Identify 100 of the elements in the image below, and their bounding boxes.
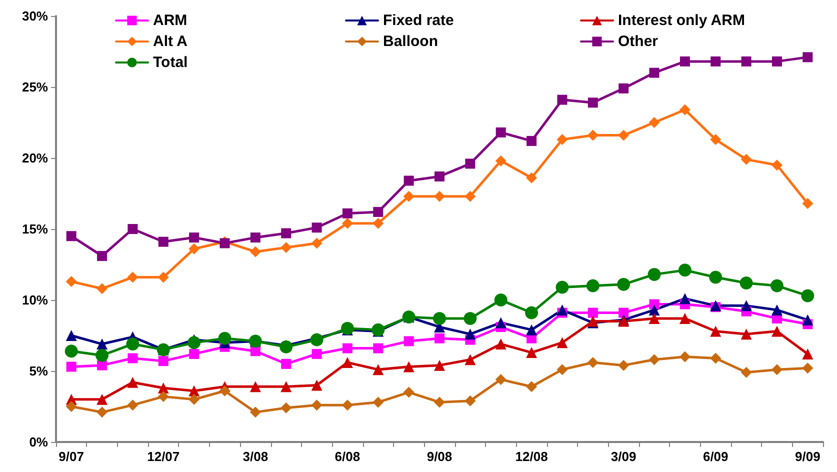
point bbox=[710, 56, 721, 66]
point bbox=[649, 68, 660, 78]
point bbox=[802, 362, 814, 374]
point bbox=[740, 328, 752, 340]
point bbox=[250, 406, 261, 418]
point bbox=[127, 376, 138, 388]
x-tick-label: 12/08 bbox=[515, 449, 548, 464]
point bbox=[526, 381, 538, 392]
point bbox=[128, 353, 138, 364]
point bbox=[404, 176, 414, 186]
point bbox=[526, 324, 538, 336]
point bbox=[678, 264, 692, 277]
point bbox=[342, 343, 352, 354]
point bbox=[802, 52, 813, 62]
point bbox=[771, 326, 782, 337]
point bbox=[128, 224, 138, 234]
point bbox=[188, 243, 200, 254]
point bbox=[280, 381, 292, 392]
point bbox=[557, 94, 568, 105]
point bbox=[66, 276, 77, 288]
point bbox=[740, 154, 752, 165]
point bbox=[250, 232, 260, 243]
point bbox=[96, 283, 108, 294]
point bbox=[342, 218, 353, 229]
point bbox=[250, 346, 260, 356]
point bbox=[648, 312, 660, 324]
point bbox=[679, 351, 690, 362]
point bbox=[710, 326, 722, 337]
y-tick-label: 20% bbox=[22, 150, 48, 166]
point bbox=[525, 306, 538, 320]
point bbox=[802, 314, 814, 326]
point bbox=[312, 348, 322, 359]
legend-label: Balloon bbox=[383, 33, 438, 50]
point bbox=[618, 83, 629, 94]
point bbox=[66, 231, 76, 242]
point bbox=[66, 330, 77, 341]
point bbox=[771, 304, 782, 316]
x-tick-label: 9/09 bbox=[795, 449, 820, 464]
point bbox=[526, 347, 538, 358]
point bbox=[434, 360, 445, 371]
point bbox=[464, 328, 476, 340]
point bbox=[464, 190, 476, 202]
point bbox=[556, 280, 569, 294]
point bbox=[556, 364, 568, 376]
legend-label: Total bbox=[153, 54, 188, 71]
point bbox=[64, 344, 78, 358]
point bbox=[158, 356, 168, 366]
point bbox=[802, 348, 814, 360]
point bbox=[96, 338, 108, 350]
y-tick-label: 10% bbox=[22, 292, 48, 308]
point bbox=[709, 270, 722, 284]
point bbox=[618, 308, 629, 318]
point bbox=[433, 312, 446, 325]
point bbox=[556, 337, 568, 348]
point bbox=[281, 358, 292, 369]
point bbox=[372, 323, 385, 336]
point bbox=[679, 293, 690, 304]
point bbox=[680, 56, 690, 66]
y-tick-label: 25% bbox=[22, 80, 48, 94]
point bbox=[679, 312, 690, 324]
point bbox=[311, 238, 322, 249]
point bbox=[404, 336, 414, 346]
point bbox=[771, 160, 782, 171]
point bbox=[311, 380, 322, 391]
point bbox=[342, 356, 353, 368]
point bbox=[97, 250, 108, 261]
x-tick-label: 9/08 bbox=[426, 449, 452, 464]
point bbox=[372, 364, 384, 376]
point bbox=[741, 56, 752, 66]
point bbox=[495, 338, 506, 350]
point bbox=[250, 381, 261, 392]
point bbox=[96, 394, 108, 405]
point bbox=[556, 134, 568, 146]
point bbox=[710, 352, 722, 364]
point bbox=[372, 218, 384, 229]
point bbox=[66, 401, 77, 412]
point bbox=[464, 395, 476, 406]
point bbox=[617, 278, 630, 291]
point bbox=[403, 361, 414, 372]
point bbox=[740, 366, 752, 378]
point bbox=[710, 134, 722, 146]
point bbox=[434, 190, 445, 202]
point bbox=[465, 158, 476, 169]
point bbox=[434, 396, 445, 408]
point bbox=[281, 228, 292, 238]
x-tick-label: 9/07 bbox=[58, 449, 84, 464]
x-tick-label: 3/09 bbox=[610, 449, 636, 464]
point bbox=[188, 336, 201, 350]
point bbox=[587, 356, 598, 368]
point bbox=[740, 300, 752, 312]
point bbox=[127, 400, 138, 411]
point bbox=[188, 394, 200, 405]
point bbox=[250, 246, 261, 258]
point bbox=[496, 127, 506, 138]
point bbox=[587, 130, 598, 141]
legend-label: Interest only ARM bbox=[618, 12, 745, 29]
point bbox=[618, 130, 630, 141]
point bbox=[373, 343, 384, 354]
point bbox=[311, 400, 322, 411]
point bbox=[556, 304, 568, 316]
